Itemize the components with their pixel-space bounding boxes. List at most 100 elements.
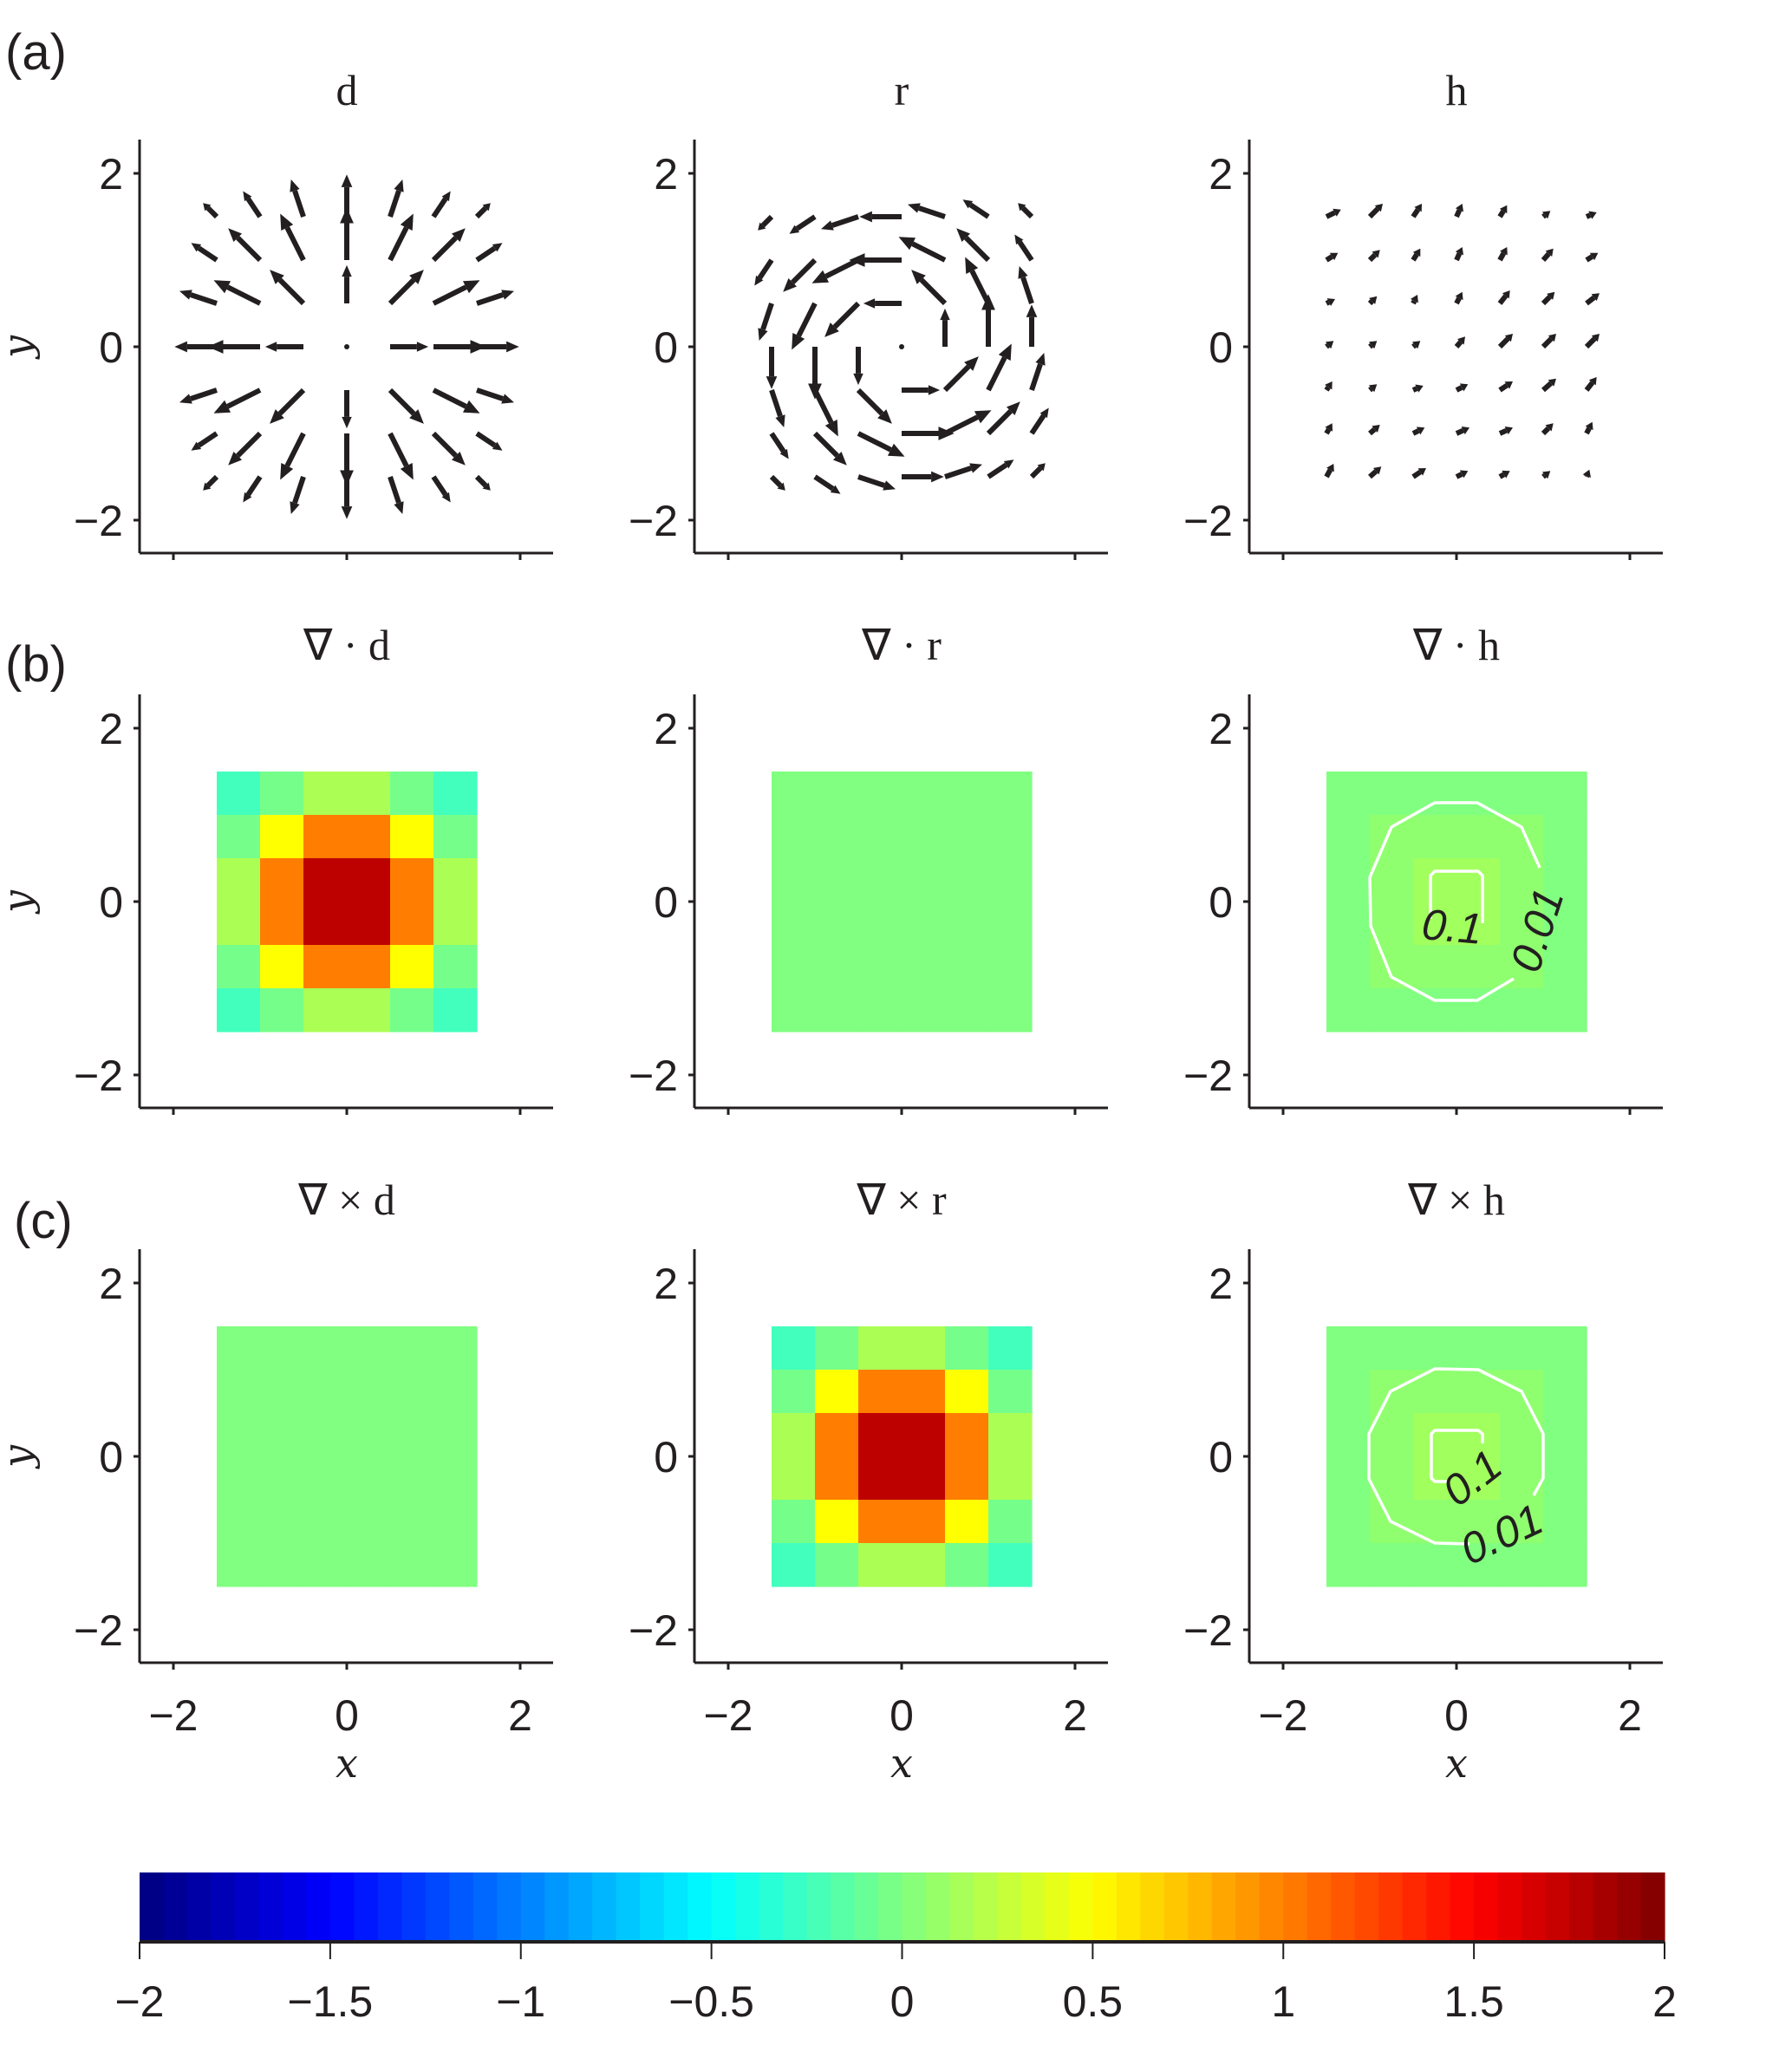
quiver-shaft — [388, 432, 409, 467]
panel-title: ∇ × r — [856, 1176, 947, 1224]
quiver-arrow — [1455, 470, 1469, 479]
x-axis-label: x — [336, 1740, 358, 1787]
quiver-head — [482, 482, 491, 491]
colorbar-band — [377, 1872, 402, 1942]
y-axis-label: y — [0, 1444, 41, 1469]
heatmap-cell — [815, 1413, 859, 1457]
heatmap-cell — [1326, 1500, 1371, 1544]
colorbar-band — [163, 1872, 188, 1942]
panel-label-c: (c) — [14, 1193, 73, 1249]
colorbar-band — [1474, 1872, 1499, 1942]
colorbar-band — [211, 1872, 236, 1942]
quiver-arrow — [813, 474, 841, 494]
heatmap-cell — [217, 945, 261, 989]
y-tick-label: −2 — [629, 497, 678, 545]
quiver-panel-d: −2 0 2 y d — [0, 66, 553, 560]
quiver-shaft — [919, 277, 948, 306]
colorbar-band — [878, 1872, 903, 1942]
quiver-shaft — [388, 387, 416, 416]
heatmap-cell — [260, 858, 304, 902]
quiver-arrow — [388, 213, 414, 262]
quiver-arrow — [1498, 381, 1513, 393]
heatmap-cell — [1326, 1370, 1371, 1414]
x-axis-label: x — [890, 1740, 913, 1787]
quiver-shaft — [1454, 296, 1462, 305]
quiver-head — [228, 451, 243, 466]
heatmap-cell — [988, 1543, 1033, 1587]
quiver-shaft — [432, 284, 467, 306]
panel-title: ∇ · h — [1412, 621, 1500, 669]
quiver-arrow — [783, 257, 818, 292]
colorbar-band — [449, 1872, 474, 1942]
quiver-arrow — [1497, 247, 1508, 262]
heatmap-cell — [772, 772, 816, 816]
quiver-head — [824, 322, 839, 337]
quiver-arrow — [1367, 250, 1380, 263]
heatmap-cell — [347, 1370, 391, 1414]
colorbar-band — [1545, 1872, 1570, 1942]
quiver-arrow — [1584, 334, 1600, 349]
heatmap-cell — [945, 902, 989, 946]
quiver-head — [758, 328, 768, 341]
quiver-arrow — [475, 243, 503, 263]
heatmap-cell — [858, 815, 903, 859]
quiver-shaft — [911, 241, 947, 263]
quiver-arrow — [203, 203, 219, 219]
quiver-shaft — [812, 388, 834, 424]
quiver-head — [1545, 248, 1554, 257]
quiver-arrow — [943, 410, 992, 436]
quiver-arrow — [1454, 336, 1465, 348]
quiver-shaft — [917, 205, 946, 219]
quiver-shaft — [1411, 207, 1421, 218]
quiver-shaft — [1541, 212, 1547, 219]
heatmap-cell — [347, 772, 391, 816]
heatmap-cell — [390, 1326, 434, 1371]
heatmap-cell — [858, 988, 903, 1032]
quiver-shaft — [943, 414, 979, 436]
colorbar-band — [592, 1872, 617, 1942]
quiver-head — [400, 462, 414, 480]
heatmap-cell — [390, 945, 434, 989]
y-tick-label: 0 — [1209, 323, 1233, 372]
quiver-shaft — [1584, 381, 1595, 392]
panel-label-a: (a) — [5, 24, 67, 81]
quiver-shaft — [1325, 254, 1334, 263]
quiver-arrow — [290, 476, 306, 514]
colorbar-band — [140, 1872, 165, 1942]
heatmap-cell — [815, 988, 859, 1032]
heatmap-cell — [945, 1370, 989, 1414]
colorbar-band — [663, 1872, 688, 1942]
colorbar-band — [831, 1872, 856, 1942]
heatmap-cell — [1326, 1456, 1371, 1501]
quiver-head — [1412, 248, 1421, 257]
quiver-arrow — [342, 390, 352, 429]
quiver-shaft — [1455, 385, 1463, 393]
quiver-head — [270, 270, 284, 284]
quiver-arrow — [911, 270, 948, 306]
heatmap-cell — [260, 1370, 304, 1414]
heatmap-cell — [945, 1543, 989, 1587]
quiver-arrow — [1324, 423, 1333, 435]
quiver-shaft — [1029, 414, 1046, 435]
quiver-shaft — [796, 302, 818, 337]
quiver-shaft — [760, 303, 774, 331]
quiver-head — [1461, 426, 1469, 435]
quiver-arrow — [1541, 471, 1551, 479]
quiver-shaft — [1411, 386, 1418, 393]
quiver-head — [1500, 247, 1508, 256]
quiver-arrow — [474, 474, 491, 491]
heatmap-cell — [347, 815, 391, 859]
quiver-shaft — [1367, 206, 1380, 219]
heatmap-panel-5: −2 0 2 −2 0 2 x ∇ × r — [629, 1176, 1108, 1787]
heatmap-cell — [303, 1543, 348, 1587]
heatmap-cell — [1456, 772, 1501, 816]
quiver-head — [451, 228, 466, 243]
quiver-arrow — [965, 257, 991, 305]
panel-title: ∇ · d — [303, 621, 390, 669]
quiver-shaft — [856, 387, 884, 416]
quiver-shaft — [1411, 342, 1417, 349]
quiver-arrow — [986, 401, 1020, 436]
quiver-shaft — [1368, 342, 1373, 349]
quiver-head — [832, 451, 847, 466]
quiver-arrow — [474, 203, 491, 219]
